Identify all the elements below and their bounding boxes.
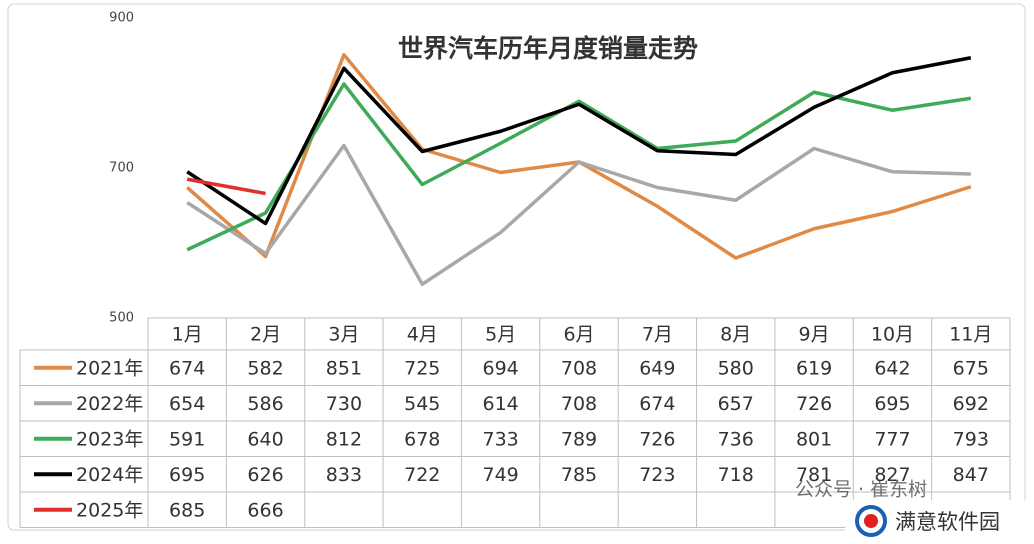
table-value: 694: [483, 357, 519, 379]
watermark-badge: [845, 500, 1030, 544]
watermark: 公众号 · 崔东树: [795, 479, 927, 501]
table-value: 749: [483, 464, 519, 486]
y-tick-label: 900: [109, 11, 134, 26]
x-tick-label: 7月: [642, 324, 673, 346]
x-tick-label: 8月: [720, 324, 751, 346]
table-value: 649: [639, 357, 675, 379]
table-value: 785: [561, 464, 597, 486]
table-value: 851: [326, 357, 362, 379]
table-value: 801: [796, 428, 832, 450]
series-line: [186, 177, 266, 196]
series-line: [186, 56, 972, 226]
chart-frame: [7, 3, 1026, 531]
table-value: 675: [953, 357, 989, 379]
table-value: 736: [718, 428, 754, 450]
table-value: 678: [404, 428, 440, 450]
table-value: 619: [796, 357, 832, 379]
table-value: 708: [561, 357, 597, 379]
y-tick-label: 700: [109, 161, 134, 176]
table-value: 722: [404, 464, 440, 486]
table-value: 695: [874, 393, 910, 415]
table-value: 812: [326, 428, 362, 450]
y-tick-label: 500: [109, 311, 134, 326]
legend-label: 2023年: [76, 428, 143, 450]
legend-label: 2022年: [76, 393, 143, 415]
x-tick-label: 5月: [485, 324, 516, 346]
table-value: 725: [404, 357, 440, 379]
table-value: 833: [326, 464, 362, 486]
table-value: 708: [561, 393, 597, 415]
x-tick-label: 10月: [871, 324, 914, 346]
x-tick-label: 11月: [949, 324, 992, 346]
x-tick-label: 1月: [172, 324, 203, 346]
series-line: [186, 143, 971, 286]
table-value: 789: [561, 428, 597, 450]
table-value: 847: [953, 464, 989, 486]
table-value: 666: [247, 499, 283, 521]
table-value: 733: [483, 428, 519, 450]
table-value: 580: [718, 357, 754, 379]
table-value: 726: [639, 428, 675, 450]
table-value: 674: [639, 393, 675, 415]
table-value: 654: [169, 393, 205, 415]
table-value: 626: [247, 464, 283, 486]
table-value: 657: [718, 393, 754, 415]
table-value: 642: [874, 357, 910, 379]
table-value: 591: [169, 428, 205, 450]
table-value: 695: [169, 464, 205, 486]
table-value: 640: [247, 428, 283, 450]
legend-label: 2021年: [76, 357, 143, 379]
table-value: 718: [718, 464, 754, 486]
table-value: 723: [639, 464, 675, 486]
watermark-logo-dot: [864, 514, 878, 528]
table-value: 730: [326, 393, 362, 415]
table-value: 781: [796, 464, 832, 486]
x-tick-label: 6月: [563, 324, 594, 346]
legend-label: 2025年: [76, 499, 143, 521]
x-tick-label: 2月: [250, 324, 281, 346]
legend-label: 2024年: [76, 464, 143, 486]
table-value: 582: [247, 357, 283, 379]
table-value: 726: [796, 393, 832, 415]
table-value: 692: [953, 393, 989, 415]
series-line: [186, 82, 972, 252]
table-value: 685: [169, 499, 205, 521]
chart-title: 世界汽车历年月度销量走势: [398, 34, 698, 63]
x-tick-label: 3月: [328, 324, 359, 346]
x-tick-label: 4月: [407, 324, 438, 346]
table-value: 827: [874, 464, 910, 486]
table-value: 674: [169, 357, 205, 379]
watermark: 满意软件园: [895, 510, 1000, 534]
x-tick-label: 9月: [799, 324, 830, 346]
table-value: 777: [874, 428, 910, 450]
table-value: 793: [953, 428, 989, 450]
table-value: 614: [483, 393, 519, 415]
table-value: 586: [247, 393, 283, 415]
table-value: 545: [404, 393, 440, 415]
